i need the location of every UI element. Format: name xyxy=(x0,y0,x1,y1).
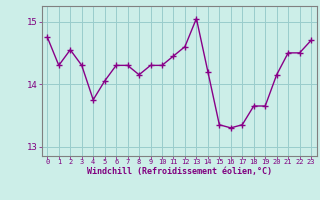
X-axis label: Windchill (Refroidissement éolien,°C): Windchill (Refroidissement éolien,°C) xyxy=(87,167,272,176)
